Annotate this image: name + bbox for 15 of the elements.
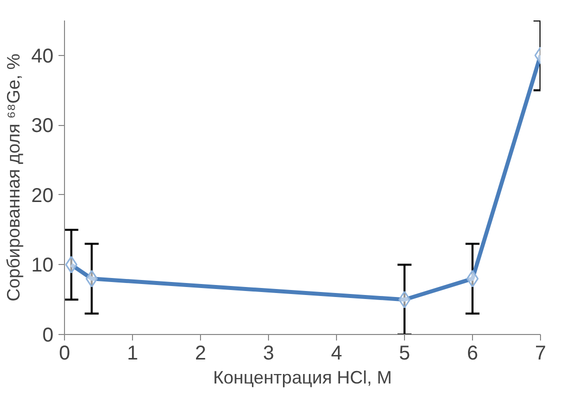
y-tick-label: 40	[31, 45, 54, 68]
x-tick-label: 1	[126, 342, 138, 364]
y-tick-label: 20	[31, 184, 54, 207]
x-tick-label: 3	[262, 342, 274, 364]
x-tick-label: 2	[194, 342, 206, 364]
x-tick-label: 5	[398, 342, 410, 364]
y-tick-label: 0	[42, 324, 54, 346]
x-tick-label: 0	[58, 342, 70, 364]
y-tick-label: 10	[31, 254, 54, 277]
x-axis-title: Концентрация HCl, M	[213, 368, 392, 388]
y-tick-label: 30	[31, 115, 54, 138]
x-tick-label: 6	[466, 342, 478, 364]
x-tick-label: 4	[330, 342, 342, 364]
y-axis-title: Сорбированная доля ⁶⁸Ge, %	[3, 54, 24, 302]
x-tick-label: 7	[534, 342, 546, 364]
